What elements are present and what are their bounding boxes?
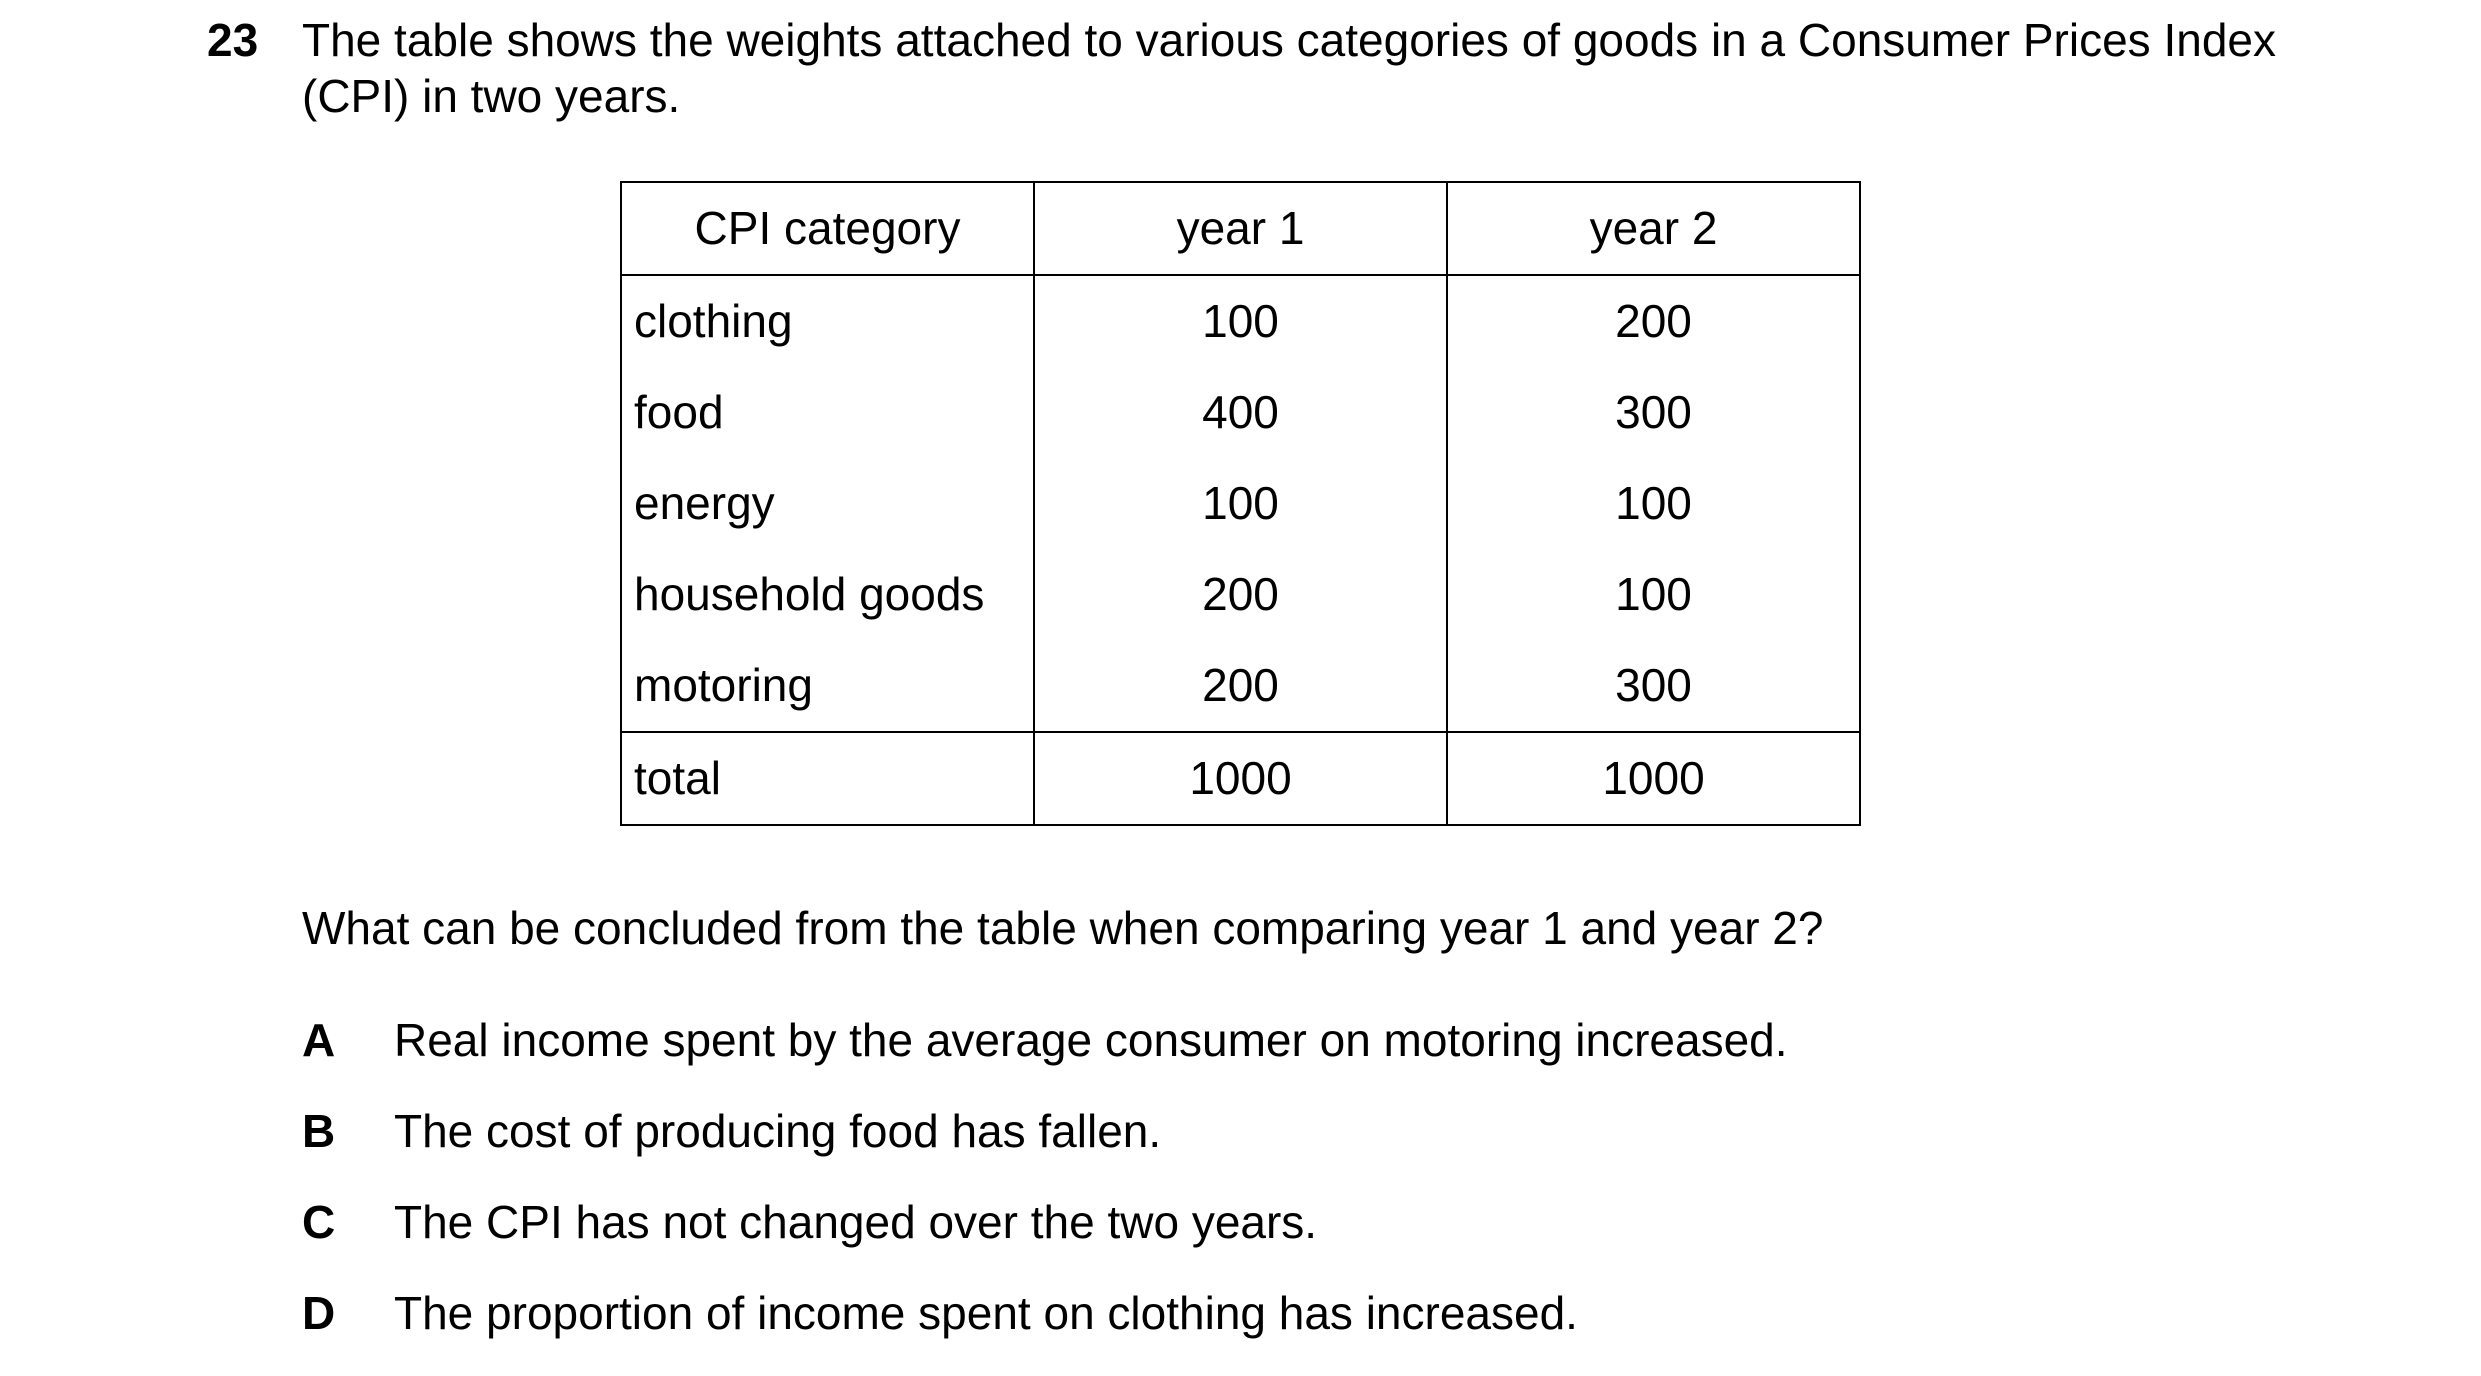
year-2-cell: 300: [1446, 367, 1861, 458]
total-label-cell: total: [620, 731, 1035, 826]
category-cell: energy: [620, 458, 1035, 549]
option-letter: D: [302, 1287, 336, 1339]
question-prompt: What can be concluded from the table whe…: [302, 902, 1824, 954]
question-number: 23: [207, 14, 259, 66]
header-year-1: year 1: [1033, 181, 1448, 276]
total-year-2-cell: 1000: [1446, 731, 1861, 826]
stem-line: (CPI) in two years.: [302, 70, 681, 122]
option-text: The cost of producing food has fallen.: [394, 1105, 1162, 1157]
option-text: The proportion of income spent on clothi…: [394, 1287, 1578, 1339]
header-cpi-category: CPI category: [620, 181, 1035, 276]
category-cell: household goods: [620, 549, 1035, 640]
question-stem: The table shows the weights attached to …: [302, 12, 2402, 124]
year-1-cell: 100: [1033, 458, 1448, 549]
header-year-2: year 2: [1446, 181, 1861, 276]
year-2-cell: 100: [1446, 458, 1861, 549]
category-cell: motoring: [620, 640, 1035, 732]
table-row: household goods 200 100: [620, 549, 1861, 640]
table-row: food 400 300: [620, 367, 1861, 458]
year-1-cell: 200: [1033, 549, 1448, 640]
option-text: The CPI has not changed over the two yea…: [394, 1196, 1318, 1248]
category-cell: food: [620, 367, 1035, 458]
category-cell: clothing: [620, 275, 1035, 367]
table-total-row: total 1000 1000: [620, 731, 1861, 826]
total-year-1-cell: 1000: [1033, 731, 1448, 826]
table-row: energy 100 100: [620, 458, 1861, 549]
year-1-cell: 400: [1033, 367, 1448, 458]
cpi-weights-table: CPI category year 1 year 2 clothing 100 …: [620, 181, 1861, 826]
stem-line: The table shows the weights attached to …: [302, 14, 2276, 66]
table-row: motoring 200 300: [620, 640, 1861, 732]
year-1-cell: 100: [1033, 275, 1448, 367]
year-2-cell: 100: [1446, 549, 1861, 640]
option-letter: A: [302, 1014, 336, 1066]
option-letter: C: [302, 1196, 336, 1248]
option-letter: B: [302, 1105, 336, 1157]
table-header-row: CPI category year 1 year 2: [620, 181, 1861, 276]
table-row: clothing 100 200: [620, 275, 1861, 367]
option-text: Real income spent by the average consume…: [394, 1014, 1788, 1066]
year-2-cell: 300: [1446, 640, 1861, 732]
year-1-cell: 200: [1033, 640, 1448, 732]
year-2-cell: 200: [1446, 275, 1861, 367]
